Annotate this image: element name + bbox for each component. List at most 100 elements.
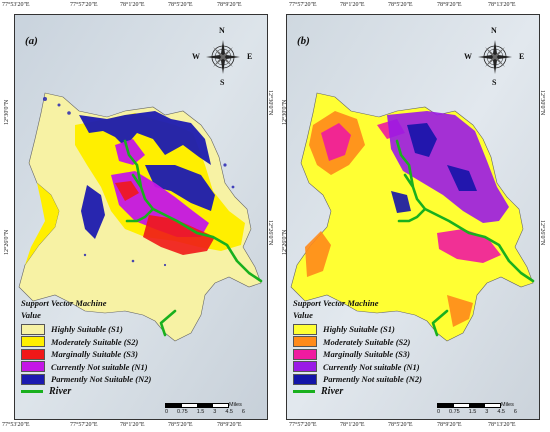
legend-swatch (293, 323, 317, 335)
legend-swatch (293, 373, 317, 385)
legend-item: Parmently Not Suitable (N2) (21, 373, 261, 386)
lon-label: 78°13'20"E (488, 422, 516, 428)
scale-tick: 1.5 (196, 409, 205, 415)
legend-title: Support Vector Machine (293, 298, 379, 308)
legend-item: Highly Suitable (S1) (293, 323, 533, 336)
legend-title: Support Vector Machine (21, 298, 107, 308)
region-s3 (321, 119, 501, 263)
panel-label: (b) (297, 35, 310, 47)
lon-label: 78°5'20"E (168, 422, 193, 428)
compass-n: N (219, 26, 225, 35)
legend-item: Currently Not suitable (N1) (293, 361, 533, 374)
legend-item: Highly Suitable (S1) (21, 323, 261, 336)
lon-label: 78°5'20"E (168, 2, 193, 8)
lon-label: 78°1'20"E (120, 2, 145, 8)
scale-tick: 1.5 (468, 409, 477, 415)
legend-swatch (21, 361, 45, 373)
scale-unit: Miles (501, 402, 514, 408)
scale-tick: 0 (165, 409, 169, 415)
legend-subtitle: Value (293, 310, 313, 320)
legend-label: Moderately Suitable (S2) (323, 336, 411, 347)
legend-label: Moderately Suitable (S2) (51, 336, 139, 347)
scale-tick: 4.5 (497, 409, 505, 415)
legend-river-swatch (293, 390, 315, 394)
legend-swatch (293, 361, 317, 373)
compass-e: E (519, 52, 525, 61)
legend-a: Support Vector Machine Value Highly Suit… (21, 297, 261, 398)
compass-s: S (220, 78, 225, 87)
lon-label: 77°53'20"E (2, 2, 30, 8)
scale-tick: 0.75 (177, 409, 188, 415)
legend-label: Parmently Not suitable (N2) (323, 374, 422, 385)
legend-item: Marginally Suitable (S3) (21, 348, 261, 361)
lat-label: 12°26'0"N (4, 229, 10, 255)
legend-label: Parmently Not Suitable (N2) (51, 374, 152, 385)
scale-tick: 6 (241, 409, 245, 415)
scale-tick: 0 (437, 409, 441, 415)
legend-item: Moderately Suitable (S2) (293, 336, 533, 349)
river-line (395, 139, 535, 337)
legend-item: Currently Not suitable (N1) (21, 361, 261, 374)
legend-swatch (21, 348, 45, 360)
scale-tick: 3 (485, 409, 489, 415)
map-panel-a: (a) N S W E Support Vector Machine Value… (14, 14, 268, 420)
legend-item: Marginally Suitable (S3) (293, 348, 533, 361)
compass-s: S (492, 78, 497, 87)
scale-bar: 0 0.75 1.5 3 4.5 6 Miles (437, 402, 517, 415)
lon-label: 78°13'20"E (488, 2, 516, 8)
legend-label: Currently Not suitable (N1) (323, 361, 420, 372)
legend-label: Marginally Suitable (S3) (51, 349, 138, 360)
lon-label: 78°9'20"E (437, 422, 462, 428)
legend-label: Currently Not suitable (N1) (51, 361, 148, 372)
lon-label: 78°1'20"E (340, 422, 365, 428)
compass-rose: N S W E (192, 26, 252, 87)
legend-label: Marginally Suitable (S3) (323, 349, 410, 360)
map-canvas-b (287, 15, 539, 419)
lat-label: 12°30'0"N (4, 99, 10, 125)
legend-label: River (49, 386, 72, 398)
region-s3 (115, 181, 215, 255)
region-s2 (305, 111, 473, 327)
lon-label: 77°57'20"E (70, 2, 98, 8)
river-line (123, 139, 263, 337)
legend-label: Highly Suitable (S1) (323, 324, 395, 335)
scale-tick: 6 (513, 409, 517, 415)
legend-swatch (293, 336, 317, 348)
compass-rose: N S W E (464, 26, 524, 87)
compass-w: W (464, 52, 472, 61)
panel-label: (a) (25, 35, 38, 47)
region-n2 (391, 123, 477, 213)
legend-swatch (21, 373, 45, 385)
lon-label: 78°1'20"E (340, 2, 365, 8)
compass-w: W (192, 52, 200, 61)
scale-tick: 0.75 (449, 409, 460, 415)
lon-label: 78°5'20"E (388, 2, 413, 8)
scale-tick: 3 (213, 409, 217, 415)
lon-label: 78°5'20"E (388, 422, 413, 428)
legend-river-swatch (21, 390, 43, 394)
legend-swatch (293, 348, 317, 360)
map-panel-b: (b) N S W E Support Vector Machine Value… (286, 14, 540, 420)
legend-b: Support Vector Machine Value Highly Suit… (293, 297, 533, 398)
compass-icon (206, 40, 240, 74)
lon-label: 77°57'20"E (289, 422, 317, 428)
lon-label: 77°57'20"E (70, 422, 98, 428)
legend-label: River (321, 386, 344, 398)
lon-label: 78°9'20"E (217, 422, 242, 428)
legend-swatch (21, 323, 45, 335)
lon-label: 77°57'20"E (289, 2, 317, 8)
lon-label: 78°1'20"E (120, 422, 145, 428)
legend-item: Parmently Not suitable (N2) (293, 373, 533, 386)
map-canvas-a (15, 15, 267, 419)
legend-subtitle: Value (21, 310, 41, 320)
compass-n: N (491, 26, 497, 35)
legend-label: Highly Suitable (S1) (51, 324, 123, 335)
legend-item: Moderately Suitable (S2) (21, 336, 261, 349)
legend-swatch (21, 336, 45, 348)
region-n2 (79, 111, 215, 239)
speckle-a (43, 97, 235, 267)
region-n1 (111, 139, 209, 237)
legend-river-item: River (293, 386, 533, 399)
lon-label: 78°9'20"E (217, 2, 242, 8)
lon-label: 77°53'20"E (2, 422, 30, 428)
